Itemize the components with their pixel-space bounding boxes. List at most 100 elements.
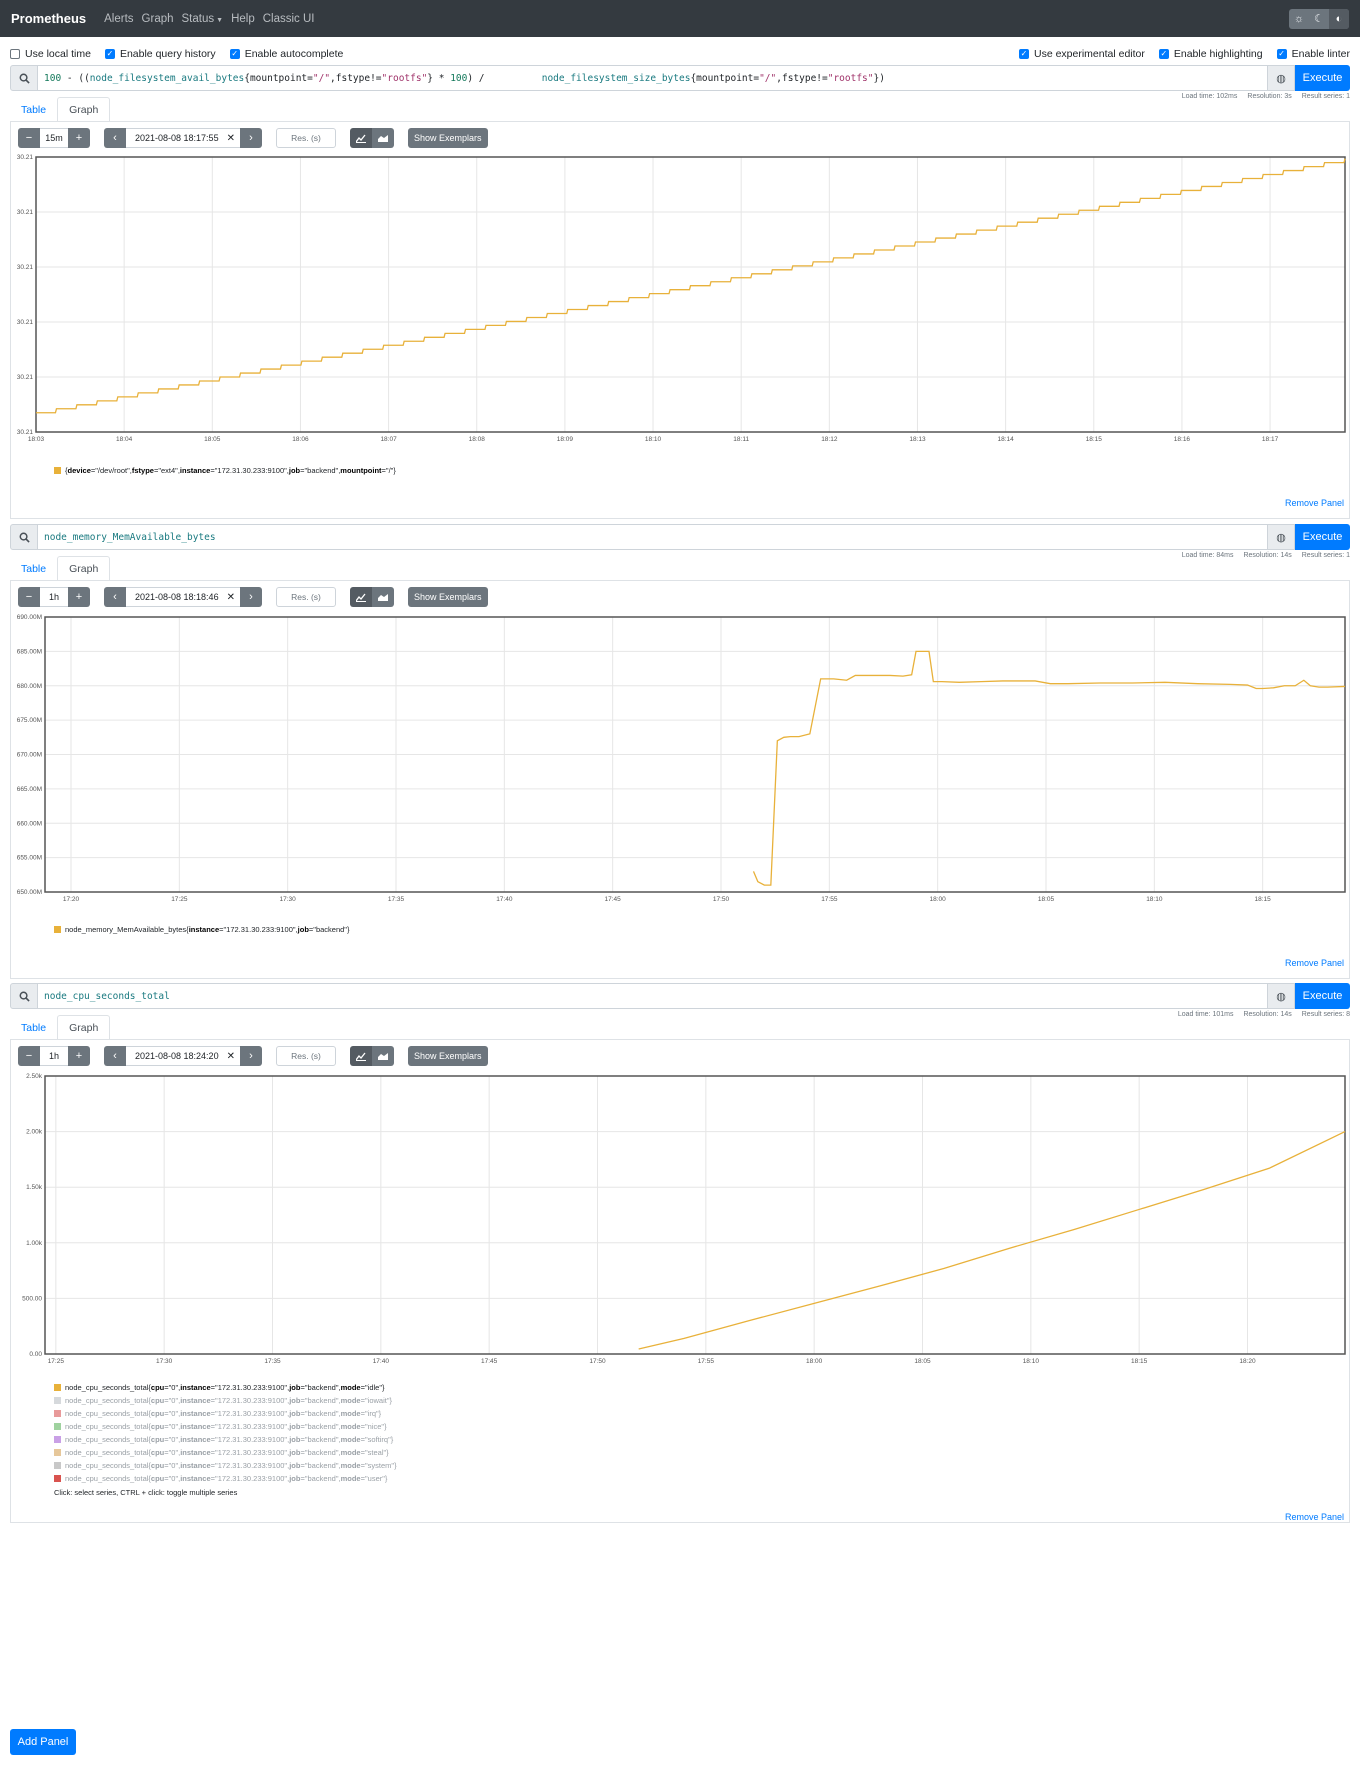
legend-item[interactable]: node_cpu_seconds_total{cpu ="0", instance… — [54, 1394, 397, 1407]
highlighting-checkbox[interactable]: ✓ Enable highlighting — [1158, 48, 1263, 60]
end-time-input[interactable]: 2021-08-08 18:18:46 ✕ — [126, 587, 240, 607]
resolution-input[interactable]: Res. (s) — [276, 1046, 336, 1066]
linter-checkbox[interactable]: ✓ Enable linter — [1276, 48, 1350, 60]
nav-alerts[interactable]: Alerts — [104, 12, 134, 25]
clear-icon[interactable]: ✕ — [226, 1050, 235, 1062]
stacked-chart-icon[interactable] — [372, 1046, 394, 1066]
metrics-explorer-icon[interactable]: ◍ — [1267, 65, 1295, 91]
legend-label-text: ="backend"} — [308, 925, 350, 934]
adjust-icon[interactable]: ◐ — [1329, 8, 1349, 29]
remove-panel-link[interactable]: Remove Panel — [1284, 1512, 1344, 1522]
tab-table[interactable]: Table — [21, 103, 47, 116]
legend-label-key: instance — [188, 925, 220, 934]
chevron-left-icon[interactable]: ‹ — [104, 1046, 126, 1066]
legend-item[interactable]: node_cpu_seconds_total{cpu ="0", instance… — [54, 1446, 397, 1459]
use-local-time-checkbox[interactable]: Use local time — [10, 48, 91, 60]
series-line — [752, 650, 1346, 886]
line-chart-icon[interactable] — [350, 1046, 372, 1066]
increase-range-button[interactable]: + — [68, 587, 90, 607]
brand-logo[interactable]: Prometheus — [11, 11, 87, 26]
increase-range-button[interactable]: + — [68, 128, 90, 148]
stacked-chart-icon[interactable] — [372, 587, 394, 607]
nav-graph[interactable]: Graph — [141, 12, 174, 25]
range-input[interactable]: 1h — [40, 587, 68, 607]
legend-label-text: ="iowait"} — [360, 1396, 392, 1405]
sun-icon[interactable]: ☼ — [1293, 12, 1305, 25]
x-tick-label: 17:55 — [698, 1358, 715, 1365]
experimental-editor-checkbox[interactable]: ✓ Use experimental editor — [1018, 48, 1145, 60]
increase-range-button[interactable]: + — [68, 1046, 90, 1066]
clear-icon[interactable]: ✕ — [226, 591, 235, 603]
query-history-checkbox[interactable]: ✓ Enable query history — [104, 48, 216, 60]
chevron-left-icon[interactable]: ‹ — [104, 587, 126, 607]
y-tick-label: 2.50k — [26, 1073, 43, 1080]
legend-label-text: node_cpu_seconds_total{ — [65, 1448, 151, 1457]
nav-help[interactable]: Help — [231, 12, 255, 25]
expression-input[interactable]: 100 - ((node_filesystem_avail_bytes {moun… — [38, 65, 1267, 91]
execute-button[interactable]: Execute — [1295, 524, 1350, 550]
show-exemplars-button[interactable]: Show Exemplars — [408, 587, 488, 607]
end-time-input[interactable]: 2021-08-08 18:17:55 ✕ — [126, 128, 240, 148]
legend-item[interactable]: node_cpu_seconds_total{cpu ="0", instance… — [54, 1433, 397, 1446]
query-token: {mountpoint= — [244, 72, 313, 84]
legend-label-key: mode — [340, 1422, 361, 1431]
clear-icon[interactable]: ✕ — [226, 132, 235, 144]
chevron-left-icon[interactable]: ‹ — [104, 128, 126, 148]
show-exemplars-button[interactable]: Show Exemplars — [408, 128, 488, 148]
nav-classic-ui[interactable]: Classic UI — [262, 12, 315, 25]
end-time-input[interactable]: 2021-08-08 18:24:20 ✕ — [126, 1046, 240, 1066]
tab-table[interactable]: Table — [21, 562, 47, 575]
execute-button[interactable]: Execute — [1295, 65, 1350, 91]
x-tick-label: 18:14 — [997, 436, 1014, 443]
decrease-range-button[interactable]: − — [18, 128, 40, 148]
execute-button[interactable]: Execute — [1295, 983, 1350, 1009]
range-input[interactable]: 1h — [40, 1046, 68, 1066]
tab-graph[interactable]: Graph — [57, 97, 111, 122]
decrease-range-button[interactable]: − — [18, 587, 40, 607]
graph-chart[interactable]: 650.00M 655.00M 660.00M 665.00M 670.00M 675.0… — [11, 614, 1349, 914]
stacked-chart-icon[interactable] — [372, 128, 394, 148]
tab-graph[interactable]: Graph — [57, 1015, 111, 1040]
legend-label-text: ="0", — [164, 1409, 181, 1418]
legend-label-text: node_cpu_seconds_total{ — [65, 1461, 151, 1470]
legend-item[interactable]: node_cpu_seconds_total{cpu ="0", instance… — [54, 1420, 397, 1433]
range-input[interactable]: 15m — [40, 128, 68, 148]
show-exemplars-button[interactable]: Show Exemplars — [408, 1046, 488, 1066]
legend-item[interactable]: {device ="/dev/root", fstype ="ext4", inst… — [54, 464, 396, 477]
autocomplete-checkbox[interactable]: ✓ Enable autocomplete — [229, 48, 343, 60]
metrics-explorer-icon[interactable]: ◍ — [1267, 524, 1295, 550]
chevron-right-icon[interactable]: › — [240, 1046, 262, 1066]
query-token: "/" — [759, 72, 777, 84]
nav-status-dropdown[interactable]: Status ▼ — [182, 13, 224, 25]
resolution-input[interactable]: Res. (s) — [276, 587, 336, 607]
expression-input[interactable]: node_memory_MemAvailable_bytes — [38, 524, 1267, 550]
chevron-right-icon[interactable]: › — [240, 587, 262, 607]
load-time: Load time: 84ms — [1181, 552, 1234, 559]
moon-icon[interactable]: ☾ — [1314, 13, 1324, 25]
remove-panel-link[interactable]: Remove Panel — [1284, 498, 1344, 508]
legend-label-key: mode — [340, 1474, 361, 1483]
nav-status-label: Status — [181, 12, 215, 25]
line-chart-icon[interactable] — [350, 587, 372, 607]
legend-item[interactable]: node_cpu_seconds_total{cpu ="0", instance… — [54, 1459, 397, 1472]
legend-label-text: ="172.31.30.233:9100", — [210, 1396, 290, 1405]
decrease-range-button[interactable]: − — [18, 1046, 40, 1066]
tab-table[interactable]: Table — [21, 1021, 47, 1034]
add-panel-button[interactable]: Add Panel — [10, 1729, 76, 1755]
graph-chart[interactable]: 0.00 500.00 1.00k 1.50k 2.00k 2.50k 17:25 17:30… — [11, 1073, 1349, 1376]
legend-item[interactable]: node_memory_MemAvailable_bytes{instance =… — [54, 923, 349, 936]
legend-item[interactable]: node_cpu_seconds_total{cpu ="0", instance… — [54, 1381, 397, 1394]
line-chart-icon[interactable] — [350, 128, 372, 148]
resolution-input[interactable]: Res. (s) — [276, 128, 336, 148]
metrics-explorer-icon[interactable]: ◍ — [1267, 983, 1295, 1009]
legend-label-text: node_cpu_seconds_total{ — [65, 1383, 151, 1392]
y-tick-label: 660.00M — [17, 820, 42, 827]
tab-graph[interactable]: Graph — [57, 556, 111, 581]
remove-panel-link[interactable]: Remove Panel — [1284, 958, 1344, 968]
legend-label-key: cpu — [150, 1461, 165, 1470]
expression-input[interactable]: node_cpu_seconds_total — [38, 983, 1267, 1009]
chevron-right-icon[interactable]: › — [240, 128, 262, 148]
legend-item[interactable]: node_cpu_seconds_total{cpu ="0", instance… — [54, 1472, 397, 1485]
legend-item[interactable]: node_cpu_seconds_total{cpu ="0", instance… — [54, 1407, 397, 1420]
